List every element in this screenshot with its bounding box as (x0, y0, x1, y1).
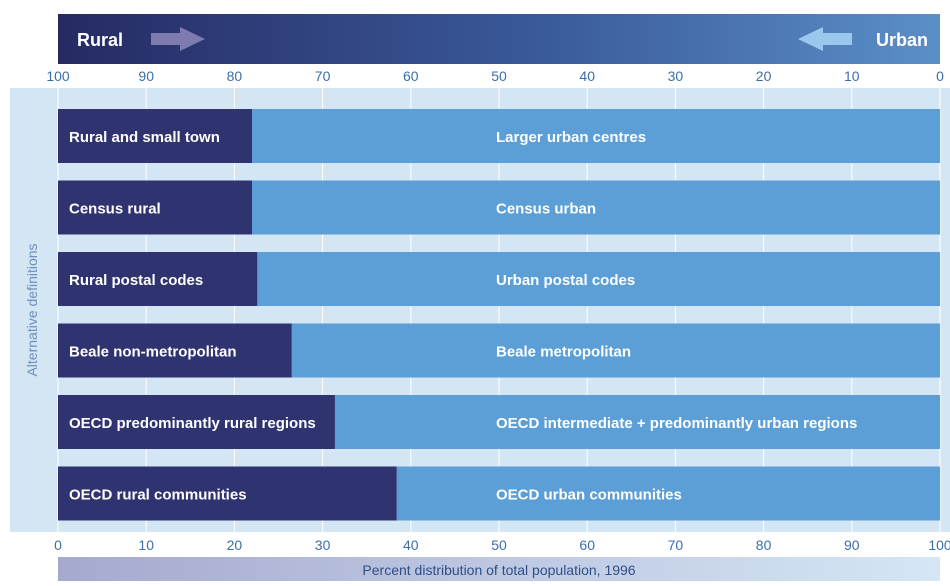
bar-rural (58, 323, 292, 378)
bar-label-rural: Census rural (69, 201, 161, 218)
bar-rural (58, 466, 397, 521)
bar-urban (252, 109, 941, 163)
bar-label-rural: OECD predominantly rural regions (69, 415, 316, 432)
bars: Rural and small town Larger urban centres… (58, 109, 941, 521)
bar-label-urban: Urban postal codes (496, 272, 635, 289)
bottom-tick-label: 60 (579, 537, 595, 553)
bottom-tick-label: 30 (315, 537, 331, 553)
top-tick-label: 0 (936, 68, 944, 84)
header-rural-label: Rural (77, 30, 123, 50)
bottom-ticks: 0 10 20 30 40 50 60 70 80 90 100 (54, 537, 950, 553)
bar-label-rural: Rural postal codes (69, 272, 203, 289)
x-axis-label: Percent distribution of total population… (362, 562, 635, 578)
bar-urban (396, 466, 940, 521)
bar-label-urban: Census urban (496, 201, 596, 218)
y-axis-label: Alternative definitions (24, 243, 40, 376)
bar-rural (58, 252, 258, 306)
bar-urban (291, 323, 941, 378)
top-tick-label: 20 (756, 68, 772, 84)
bottom-tick-label: 40 (403, 537, 419, 553)
bar-label-urban: OECD intermediate + predominantly urban … (496, 415, 857, 432)
top-tick-label: 10 (844, 68, 860, 84)
top-tick-label: 70 (315, 68, 331, 84)
top-tick-label: 100 (46, 68, 70, 84)
bar-urban (334, 395, 940, 449)
bar-label-rural: OECD rural communities (69, 487, 247, 504)
bar-urban (252, 180, 941, 235)
bottom-tick-label: 90 (844, 537, 860, 553)
bar-label-rural: Beale non-metropolitan (69, 344, 237, 361)
bottom-tick-label: 80 (756, 537, 772, 553)
header-urban-label: Urban (876, 30, 928, 50)
bottom-tick-label: 20 (227, 537, 243, 553)
footer-band (58, 557, 940, 581)
arrow-right-icon (151, 27, 205, 51)
bar-label-rural: Rural and small town (69, 129, 220, 146)
bottom-tick-label: 10 (138, 537, 154, 553)
top-ticks: 100 90 80 70 60 50 40 30 20 10 0 (46, 68, 944, 84)
arrow-left-icon (798, 27, 852, 51)
top-tick-label: 90 (138, 68, 154, 84)
bar-label-urban: Beale metropolitan (496, 344, 631, 361)
bar-rural (58, 395, 335, 449)
bottom-tick-label: 70 (668, 537, 684, 553)
top-tick-label: 60 (403, 68, 419, 84)
bar-rural (58, 180, 253, 235)
top-tick-label: 80 (227, 68, 243, 84)
bar-label-urban: Larger urban centres (496, 129, 646, 146)
top-tick-label: 50 (491, 68, 507, 84)
top-tick-label: 40 (579, 68, 595, 84)
bottom-tick-label: 100 (928, 537, 950, 553)
top-tick-label: 30 (668, 68, 684, 84)
bottom-tick-label: 50 (491, 537, 507, 553)
bottom-tick-label: 0 (54, 537, 62, 553)
bar-label-urban: OECD urban communities (496, 487, 682, 504)
bar-rural (58, 109, 253, 163)
bar-urban (257, 252, 940, 306)
